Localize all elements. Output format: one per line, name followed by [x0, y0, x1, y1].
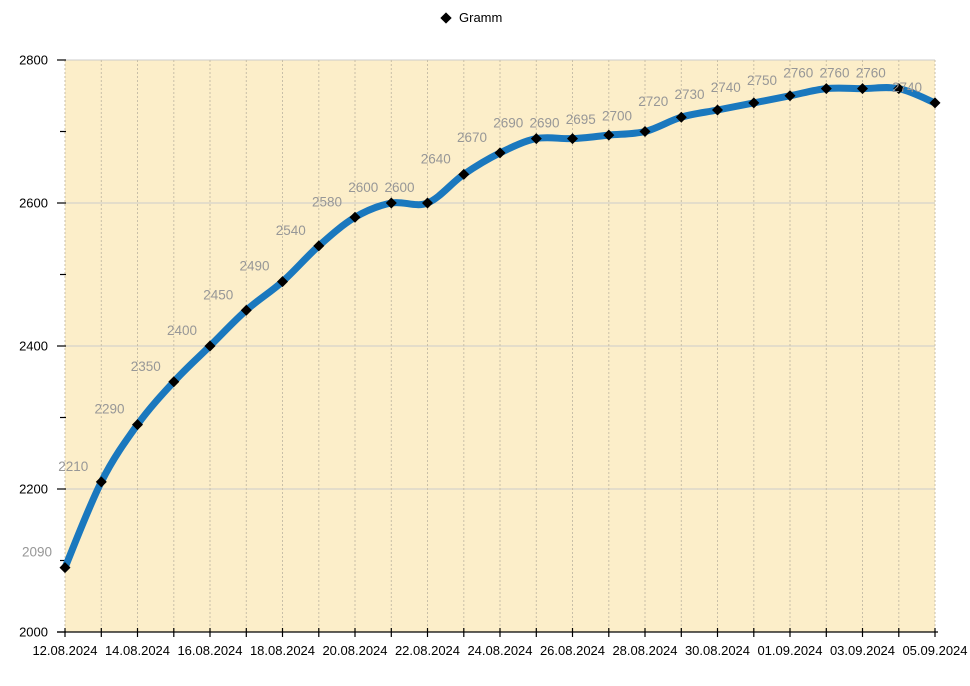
x-axis-label: 12.08.2024	[32, 643, 97, 658]
data-point-marker	[59, 562, 71, 574]
x-axis-label: 18.08.2024	[250, 643, 315, 658]
x-axis-label: 24.08.2024	[467, 643, 532, 658]
x-axis-label: 26.08.2024	[540, 643, 605, 658]
data-point-label: 2600	[348, 180, 378, 195]
data-point-marker	[277, 276, 288, 288]
data-point-label: 2740	[711, 80, 741, 95]
legend-label: Gramm	[459, 10, 503, 25]
data-point-marker	[530, 133, 542, 145]
data-point-marker	[820, 83, 832, 95]
data-point-marker	[748, 97, 760, 109]
data-point-marker	[857, 83, 868, 95]
y-axis-label: 2800	[19, 53, 48, 68]
data-point-label: 2450	[203, 287, 233, 302]
data-point-label: 2690	[529, 116, 559, 131]
data-point-marker	[784, 90, 796, 102]
data-point-marker	[567, 133, 578, 145]
data-point-marker	[168, 376, 180, 388]
data-point-label: 2580	[312, 194, 342, 209]
data-point-label: 2695	[566, 112, 596, 127]
data-point-marker	[494, 147, 506, 159]
data-point-label: 2700	[602, 109, 632, 124]
data-point-label: 2400	[167, 323, 197, 338]
data-point-label: 2290	[94, 402, 124, 417]
x-axis-label: 14.08.2024	[105, 643, 170, 658]
data-point-marker	[240, 304, 252, 316]
y-axis-label: 2600	[19, 196, 48, 211]
x-axis-label: 28.08.2024	[612, 643, 677, 658]
data-point-label: 2350	[131, 359, 161, 374]
y-axis-label: 2200	[19, 482, 48, 497]
data-point-label: 2690	[493, 116, 523, 131]
data-point-marker	[95, 476, 107, 488]
y-axis-label: 2400	[19, 339, 48, 354]
data-point-marker	[422, 197, 433, 209]
chart-legend: Gramm	[440, 10, 502, 26]
data-point-label: 2760	[856, 66, 886, 81]
data-point-label: 2090	[22, 545, 52, 560]
data-point-marker	[349, 211, 361, 223]
x-axis-label: 05.09.2024	[902, 643, 967, 658]
data-point-marker	[385, 197, 397, 209]
data-point-label: 2540	[276, 223, 306, 238]
data-point-marker	[313, 240, 325, 252]
data-point-label: 2740	[892, 80, 922, 95]
data-point-label: 2760	[783, 66, 813, 81]
x-axis-label: 22.08.2024	[395, 643, 460, 658]
y-axis-label: 2000	[19, 625, 48, 640]
data-point-marker	[639, 126, 651, 137]
data-point-label: 2640	[421, 151, 451, 166]
x-axis-label: 30.08.2024	[685, 643, 750, 658]
data-point-marker	[132, 419, 143, 431]
x-axis-label: 01.09.2024	[757, 643, 822, 658]
data-point-label: 2720	[638, 94, 668, 109]
data-point-marker	[712, 104, 723, 116]
data-point-marker	[929, 97, 941, 109]
data-point-marker	[675, 111, 687, 123]
data-point-marker	[893, 83, 905, 95]
data-point-label: 2210	[58, 459, 88, 474]
data-point-label: 2750	[747, 73, 777, 88]
data-point-marker	[204, 340, 216, 352]
x-axis-label: 20.08.2024	[322, 643, 387, 658]
legend-diamond-icon	[440, 12, 452, 24]
x-axis-label: 03.09.2024	[830, 643, 895, 658]
data-point-label: 2670	[457, 130, 487, 145]
data-point-marker	[458, 168, 470, 180]
data-point-label: 2760	[819, 66, 849, 81]
x-axis-label: 16.08.2024	[177, 643, 242, 658]
data-point-label: 2490	[239, 259, 269, 274]
data-point-label: 2730	[674, 87, 704, 102]
data-point-label: 2600	[384, 180, 414, 195]
data-point-marker	[603, 129, 615, 141]
